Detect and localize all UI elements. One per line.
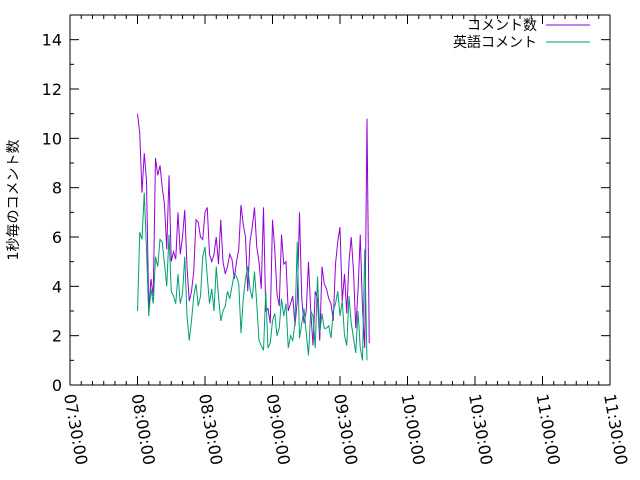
y-tick-label: 10 <box>42 129 62 148</box>
x-tick-label: 11:30:00 <box>600 392 631 466</box>
series-line-2 <box>137 192 368 361</box>
y-tick-label: 2 <box>52 327 62 346</box>
legend-label: 英語コメント <box>453 34 537 51</box>
x-tick-label: 07:30:00 <box>60 392 91 466</box>
y-axis-ticks: 0 2 4 6 8 10 12 14 <box>42 14 610 395</box>
plot-frame <box>69 14 611 386</box>
series-line-1 <box>137 113 370 349</box>
legend-label: コメント数 <box>467 18 537 34</box>
x-tick-label: 09:30:00 <box>330 392 361 466</box>
series-lines <box>137 113 370 361</box>
x-tick-label: 10:00:00 <box>398 392 429 466</box>
x-tick-label: 09:00:00 <box>263 392 294 466</box>
y-tick-label: 12 <box>42 80 62 99</box>
x-tick-label: 08:30:00 <box>195 392 226 466</box>
x-tick-label: 08:00:00 <box>128 392 159 466</box>
y-axis-label: 1秒毎のコメント数 <box>6 140 22 261</box>
y-tick-label: 6 <box>52 228 62 247</box>
y-tick-label: 8 <box>52 179 62 198</box>
y-tick-label: 4 <box>52 277 62 296</box>
y-tick-label: 0 <box>52 376 62 395</box>
y-tick-label: 14 <box>42 31 62 50</box>
x-tick-label: 11:00:00 <box>533 392 564 466</box>
x-tick-label: 10:30:00 <box>465 392 496 466</box>
